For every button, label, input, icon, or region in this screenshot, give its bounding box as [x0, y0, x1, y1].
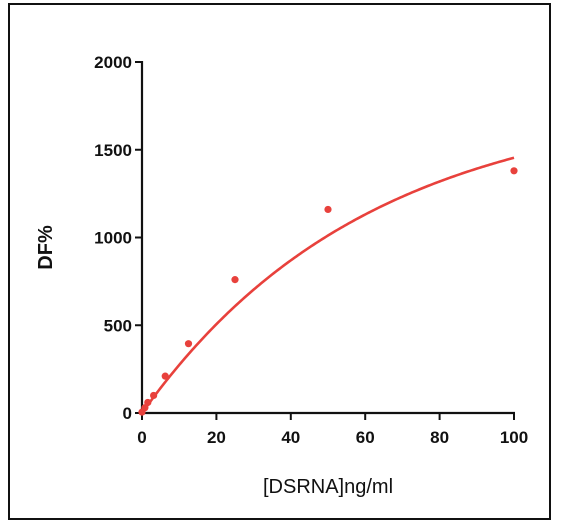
data-point [161, 372, 169, 380]
data-point [510, 167, 518, 175]
y-tick-label: 1000 [94, 229, 132, 248]
y-axis-title: DF% [35, 225, 57, 270]
x-tick-label: 40 [281, 428, 300, 447]
x-tick-label: 100 [500, 428, 528, 447]
data-point [231, 276, 239, 284]
y-tick-label: 2000 [94, 53, 132, 72]
x-tick-label: 20 [207, 428, 226, 447]
data-point [184, 340, 193, 348]
data-point [141, 404, 149, 412]
y-tick-label: 1500 [94, 141, 132, 160]
fit-curve-layer [140, 156, 515, 414]
x-tick-label: 0 [137, 428, 146, 447]
data-points-layer [138, 167, 518, 416]
y-tick-label: 0 [123, 404, 132, 423]
data-point [144, 398, 152, 407]
data-point [150, 391, 158, 400]
x-axis-title: [DSRNA]ng/ml [263, 476, 393, 498]
x-tick-label: 80 [430, 428, 449, 447]
axes: 0 500 1000 1500 2000 0 20 40 60 80 100 [94, 53, 528, 447]
fit-curve [140, 156, 515, 414]
data-point [324, 205, 332, 214]
x-tick-label: 60 [356, 428, 375, 447]
chart-frame [8, 3, 551, 520]
y-tick-label: 500 [104, 316, 132, 335]
